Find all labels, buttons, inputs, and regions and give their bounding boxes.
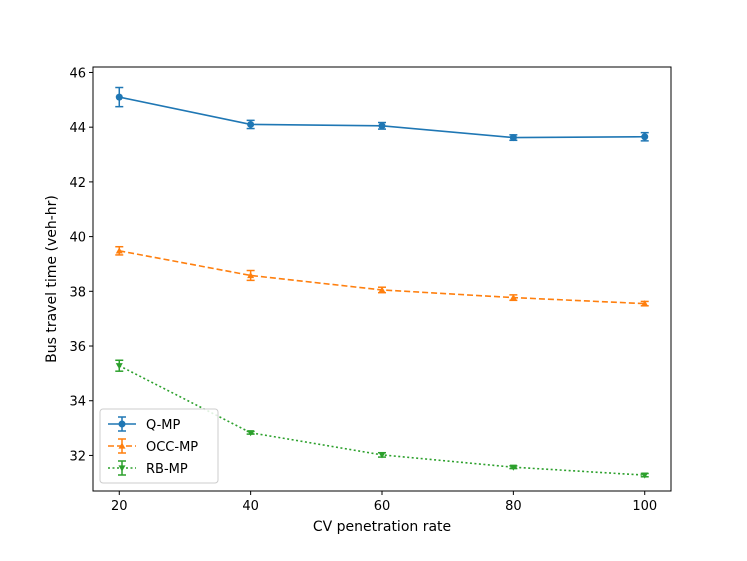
data-point bbox=[116, 94, 123, 101]
x-tick-label: 40 bbox=[242, 499, 259, 514]
y-tick-label: 40 bbox=[69, 231, 86, 246]
legend-label: OCC-MP bbox=[146, 440, 198, 455]
y-tick-label: 34 bbox=[69, 395, 86, 410]
data-point bbox=[379, 122, 386, 129]
y-tick-label: 38 bbox=[69, 285, 86, 300]
data-point bbox=[510, 134, 517, 141]
legend: Q-MP OCC-MP RB-MP bbox=[100, 409, 218, 483]
y-tick-label: 36 bbox=[69, 340, 86, 355]
legend-entry: OCC-MP bbox=[108, 439, 198, 455]
legend-marker bbox=[119, 421, 126, 428]
x-axis-label: CV penetration rate bbox=[313, 519, 451, 535]
legend-label: Q-MP bbox=[146, 418, 181, 433]
y-tick-label: 42 bbox=[69, 176, 86, 191]
x-axis: 20 40 60 80 100 bbox=[111, 491, 657, 514]
legend-label: RB-MP bbox=[146, 462, 188, 477]
x-tick-label: 100 bbox=[632, 499, 657, 514]
x-tick-label: 80 bbox=[505, 499, 522, 514]
y-axis-label: Bus travel time (veh-hr) bbox=[44, 195, 60, 363]
x-tick-label: 60 bbox=[374, 499, 391, 514]
y-tick-label: 32 bbox=[69, 449, 86, 464]
y-axis: 32 34 36 38 40 42 44 46 bbox=[69, 66, 93, 464]
data-point bbox=[641, 133, 648, 140]
x-tick-label: 20 bbox=[111, 499, 128, 514]
y-tick-label: 46 bbox=[69, 66, 86, 81]
y-tick-label: 44 bbox=[69, 121, 86, 136]
data-point bbox=[247, 121, 254, 128]
